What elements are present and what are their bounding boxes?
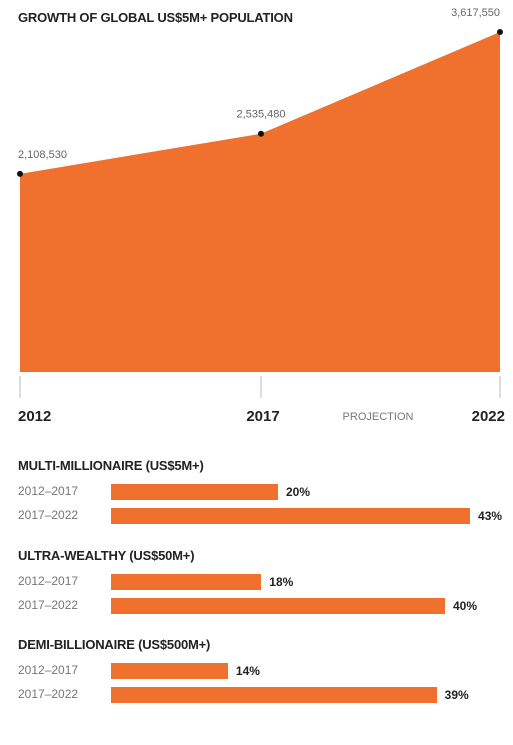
bar (111, 687, 437, 703)
percent-label: 18% (269, 575, 294, 589)
data-point-2017 (258, 130, 264, 137)
value-label-2017: 2,535,480 (237, 109, 286, 121)
percent-label: 14% (235, 664, 260, 678)
area-fill (20, 32, 500, 372)
bar (111, 508, 471, 524)
percent-label: 40% (453, 599, 478, 613)
bar-row: 2017–2022 40% (0, 596, 513, 616)
value-label-2022: 3,617,550 (451, 7, 500, 19)
year-label-2012: 2012 (18, 408, 51, 425)
bar-row: 2012–2017 20% (0, 482, 513, 502)
group-title: ULTRA-WEALTHY (US$50M+) (18, 548, 195, 563)
percent-label: 20% (286, 485, 311, 499)
bar-row: 2012–2017 18% (0, 572, 513, 592)
bar-group-1: MULTI-MILLIONAIRE (US$5M+) 2012–2017 20% 20… (0, 458, 513, 538)
percent-label: 39% (444, 688, 469, 702)
bar-row: 2017–2022 43% (0, 506, 513, 526)
period-label: 2017–2022 (18, 508, 79, 522)
bar (111, 598, 445, 614)
bar-group-2: ULTRA-WEALTHY (US$50M+) 2012–2017 18% 2017–… (0, 548, 513, 628)
year-label-2017: 2017 (246, 408, 279, 425)
period-label: 2012–2017 (18, 574, 79, 588)
data-point-2012 (17, 170, 23, 177)
period-label: 2012–2017 (18, 484, 79, 498)
period-label: 2012–2017 (18, 663, 79, 677)
bar (111, 663, 228, 679)
percent-label: 43% (478, 509, 503, 523)
group-title: DEMI-BILLIONAIRE (US$500M+) (18, 637, 211, 652)
value-label-2012: 2,108,530 (18, 149, 67, 161)
period-label: 2017–2022 (18, 598, 79, 612)
projection-label: PROJECTION (343, 411, 414, 423)
bar-group-3: DEMI-BILLIONAIRE (US$500M+) 2012–2017 14% 2… (0, 637, 513, 717)
bar-row: 2012–2017 14% (0, 661, 513, 681)
data-point-2022 (497, 29, 503, 35)
area-chart: GROWTH OF GLOBAL US$5M+ POPULATION 2,108… (17, 7, 505, 425)
chart-title: GROWTH OF GLOBAL US$5M+ POPULATION (18, 10, 293, 25)
bar-row: 2017–2022 39% (0, 685, 513, 705)
bar (111, 484, 278, 500)
bar (111, 574, 262, 590)
year-label-2022: 2022 (472, 408, 505, 425)
period-label: 2017–2022 (18, 687, 79, 701)
group-title: MULTI-MILLIONAIRE (US$5M+) (18, 458, 204, 473)
